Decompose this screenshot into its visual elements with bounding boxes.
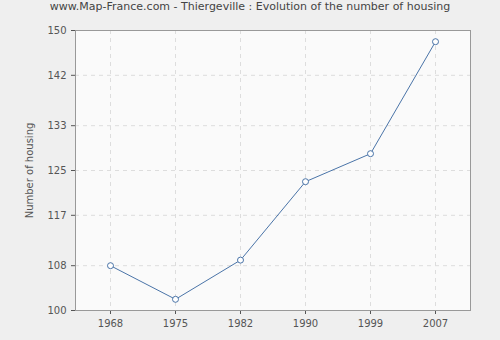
svg-text:Number of housing: Number of housing xyxy=(24,123,35,219)
svg-text:1990: 1990 xyxy=(293,318,318,329)
svg-text:125: 125 xyxy=(47,165,66,176)
svg-text:117: 117 xyxy=(47,210,66,221)
html-text:www.Map-France.com - Thiergevi: www.Map-France.com - Thiergeville : Evol… xyxy=(49,0,451,13)
svg-text:108: 108 xyxy=(47,260,66,271)
svg-text:133: 133 xyxy=(47,120,66,131)
svg-text:150: 150 xyxy=(47,25,66,36)
svg-text:1982: 1982 xyxy=(228,318,253,329)
svg-text:142: 142 xyxy=(47,70,66,81)
svg-text:1999: 1999 xyxy=(358,318,383,329)
svg-text:1975: 1975 xyxy=(163,318,188,329)
svg-text:2007: 2007 xyxy=(423,318,448,329)
svg-text:1968: 1968 xyxy=(98,318,123,329)
svg-text:100: 100 xyxy=(47,305,66,316)
